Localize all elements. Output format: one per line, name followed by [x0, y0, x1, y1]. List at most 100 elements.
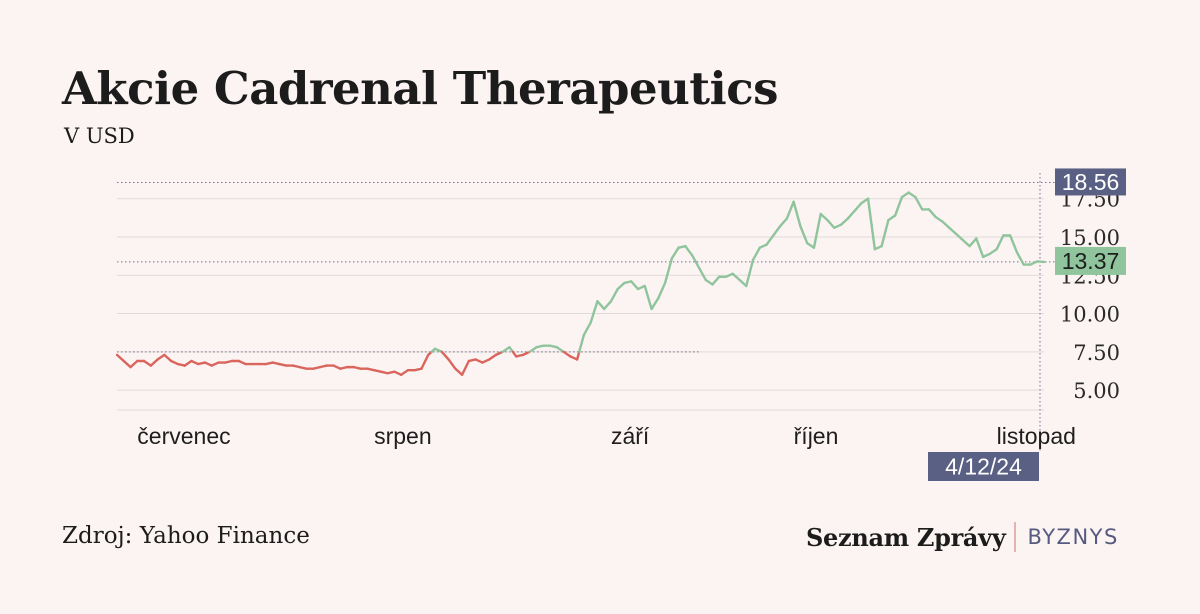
- series-segment: [948, 226, 958, 236]
- series-segment: [893, 195, 904, 217]
- series-segment: [968, 237, 978, 248]
- y-tick-label: 15.00: [1060, 226, 1120, 250]
- series-segment: [210, 361, 220, 367]
- grid-layer: [117, 198, 1044, 411]
- series-segment: [751, 246, 762, 262]
- series-segment: [873, 244, 883, 251]
- series-segment: [454, 367, 464, 376]
- series-segment: [914, 195, 924, 211]
- series-segment: [142, 359, 153, 367]
- x-axis-months: červenecsrpenzáříříjenlistopadprosinec: [137, 423, 1076, 449]
- source-note: Zdroj: Yahoo Finance: [62, 523, 310, 549]
- series-segment: [772, 225, 782, 237]
- series-segment: [738, 278, 748, 288]
- series-segment: [203, 361, 213, 367]
- series-segment: [129, 359, 139, 369]
- series-segment: [961, 238, 971, 248]
- last-date-badge-box: [928, 452, 1039, 481]
- series-segment: [399, 368, 410, 376]
- series-segment: [846, 209, 856, 220]
- series-segment: [866, 197, 877, 251]
- series-segment: [609, 287, 619, 303]
- series-segment: [589, 300, 599, 324]
- series-segment: [630, 280, 640, 291]
- series-segment: [799, 225, 809, 245]
- last-value-badge-text: 13.37: [1062, 248, 1120, 274]
- series-segment: [833, 223, 843, 229]
- series-segment: [393, 370, 403, 376]
- series-segment: [941, 220, 951, 229]
- series-segment: [474, 358, 484, 364]
- y-tick-label: 10.00: [1060, 303, 1120, 327]
- series-segment: [731, 272, 741, 282]
- series-segment: [711, 275, 721, 286]
- series-segment: [636, 284, 646, 291]
- series-segment: [704, 278, 714, 286]
- series-segment: [420, 353, 430, 370]
- x-month-label: červenec: [137, 423, 230, 449]
- price-series: [115, 191, 1046, 376]
- x-month-label: listopad: [997, 423, 1076, 449]
- max-value-badge-box: [1055, 168, 1126, 196]
- chart-title: Akcie Cadrenal Therapeutics: [62, 62, 778, 115]
- series-segment: [115, 353, 125, 363]
- series-segment: [447, 358, 457, 370]
- x-month-label: říjen: [794, 423, 839, 449]
- reference-lines: [117, 173, 1055, 452]
- series-segment: [724, 272, 734, 278]
- series-segment: [1029, 260, 1039, 266]
- series-segment: [812, 212, 822, 249]
- series-segment: [981, 252, 992, 259]
- series-segment: [988, 248, 998, 256]
- series-segment: [237, 359, 247, 366]
- series-segment: [332, 364, 342, 370]
- series-segment: [487, 353, 498, 361]
- series-segment: [183, 359, 193, 367]
- series-segment: [880, 218, 890, 248]
- series-segment: [602, 300, 613, 311]
- series-segment: [460, 359, 471, 376]
- series-segment: [995, 234, 1005, 251]
- value-badges: 18.56 13.37 4/12/24: [928, 168, 1126, 481]
- series-segment: [575, 350, 581, 361]
- brand-name: Seznam Zprávy: [806, 522, 1006, 552]
- brand-logo: Seznam Zprávy BYZNYS: [806, 522, 1119, 552]
- series-segment: [501, 346, 511, 354]
- brand-section: BYZNYS: [1027, 525, 1119, 549]
- series-segment: [927, 208, 937, 219]
- series-segment: [805, 241, 816, 249]
- series-segment: [975, 237, 985, 259]
- series-segment: [839, 217, 849, 226]
- x-month-label: září: [611, 423, 650, 449]
- series-segment: [569, 355, 579, 361]
- series-segment: [1015, 251, 1025, 266]
- y-tick-label: 7.50: [1073, 341, 1120, 365]
- series-segment: [954, 232, 965, 242]
- series-segment: [663, 257, 674, 285]
- series-segment: [745, 258, 755, 288]
- last-value-badge-box: [1055, 246, 1126, 275]
- last-date-badge-text: 4/12/24: [945, 454, 1022, 480]
- series-segment: [819, 212, 829, 222]
- series-segment: [481, 358, 491, 364]
- series-segment: [528, 346, 538, 354]
- series-segment: [440, 350, 450, 361]
- series-segment: [1008, 234, 1019, 254]
- series-segment: [860, 197, 870, 205]
- series-segment: [169, 359, 180, 366]
- series-segment: [853, 202, 863, 213]
- series-segment: [156, 353, 166, 361]
- series-segment: [149, 358, 159, 367]
- series-segment: [670, 246, 680, 260]
- series-segment: [190, 359, 200, 366]
- series-segment: [163, 353, 173, 363]
- series-segment: [494, 350, 504, 357]
- series-segment: [521, 350, 531, 357]
- series-segment: [826, 218, 836, 229]
- series-segment: [778, 217, 789, 228]
- series-segment: [887, 214, 897, 222]
- series-segment: [785, 200, 795, 220]
- series-segment: [596, 300, 606, 311]
- series-segment: [643, 284, 653, 311]
